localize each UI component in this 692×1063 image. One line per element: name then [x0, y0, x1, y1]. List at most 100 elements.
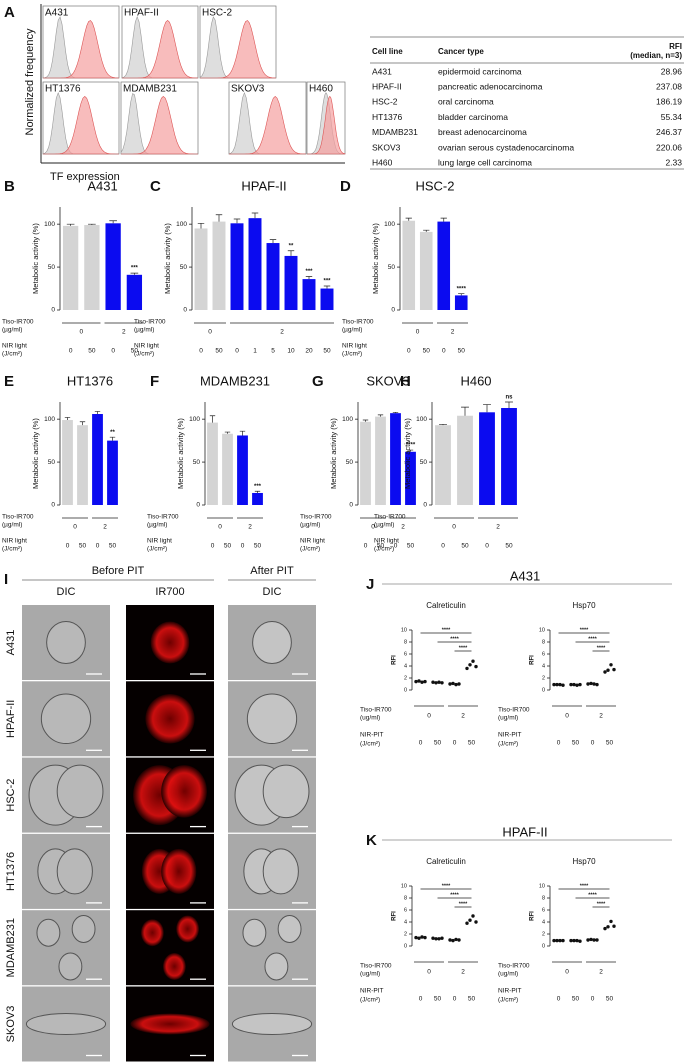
table-header: (median, n=3)	[630, 51, 682, 60]
category-label: 50	[131, 348, 139, 355]
error-bar	[269, 239, 277, 244]
dot	[440, 936, 444, 940]
y-tick-label: 4	[404, 919, 407, 925]
category-label: 50	[323, 348, 331, 355]
row-label: Tiso-IR700	[498, 963, 530, 970]
chart-title: A431	[87, 178, 117, 193]
error-bar	[197, 222, 205, 229]
cell	[242, 918, 267, 947]
table-cell: epidermoid carcinoma	[438, 66, 522, 76]
dot	[578, 939, 582, 943]
y-axis-label: Metabolic activity (%)	[163, 223, 172, 294]
group-label: 0	[218, 524, 222, 531]
chart-title: HSC-2	[415, 178, 454, 193]
category-label: 0	[591, 996, 595, 1003]
significance-label: ****	[442, 627, 451, 633]
dot	[454, 937, 458, 942]
histogram-label: SKOV3	[231, 84, 265, 95]
cell	[40, 693, 92, 745]
y-tick-label: 2	[404, 931, 407, 937]
row-label: Tiso-IR700	[147, 514, 179, 521]
row-label: NIR light	[134, 343, 159, 350]
cell	[176, 915, 200, 943]
error-bar	[233, 218, 241, 224]
y-tick-label: 8	[542, 895, 545, 901]
cell	[246, 693, 298, 745]
category-label: 0	[557, 740, 561, 747]
table-header: Cancer type	[438, 47, 484, 56]
panel-letter: B	[4, 178, 15, 195]
bar	[375, 416, 386, 505]
dot	[457, 938, 461, 942]
dot	[603, 670, 607, 674]
error-bar	[239, 430, 246, 436]
cell	[262, 764, 310, 819]
bar	[437, 221, 451, 310]
dot	[457, 682, 461, 686]
error-bar	[377, 414, 384, 417]
category-label: 0	[394, 543, 398, 550]
dot	[471, 659, 475, 663]
significance-label: ****	[580, 883, 589, 889]
y-tick-label: 10	[401, 883, 407, 889]
row-label: Tiso-IR700	[360, 707, 392, 714]
histogram-label: MDAMB231	[123, 84, 177, 95]
y-tick-label: 0	[183, 307, 187, 314]
category-label: 0	[441, 543, 445, 550]
bar	[454, 295, 468, 310]
group-label: 0	[79, 329, 83, 336]
y-axis-label: Metabolic activity (%)	[329, 418, 338, 489]
bar	[405, 451, 416, 505]
y-axis-label: RFI	[392, 655, 398, 665]
chart-title: H460	[460, 373, 491, 388]
cell	[130, 1013, 210, 1035]
panel-letter: D	[340, 178, 351, 195]
dot	[592, 938, 596, 942]
category-label: 0	[591, 740, 595, 747]
dot	[451, 938, 455, 943]
cell	[140, 919, 164, 947]
dot	[417, 679, 421, 683]
y-tick-label: 50	[346, 459, 354, 466]
dot	[552, 682, 556, 687]
chart-title: HPAF-II	[241, 178, 286, 193]
y-tick-label: 50	[193, 459, 201, 466]
row-label: (µg/ml)	[2, 522, 22, 529]
error-bar	[362, 419, 369, 422]
error-bar	[130, 272, 139, 275]
category-label: 0	[69, 348, 73, 355]
bar	[435, 425, 451, 505]
y-axis-label: Normalized frequency	[24, 28, 36, 135]
row-label: Tiso-IR700	[2, 514, 34, 521]
dot	[609, 919, 613, 924]
significance-label: ****	[450, 636, 459, 642]
dot	[609, 663, 613, 667]
y-tick-label: 6	[404, 651, 407, 657]
cell	[277, 914, 302, 943]
dot	[451, 681, 455, 686]
subchart-title: Calreticulin	[426, 601, 466, 610]
error-bar	[79, 421, 86, 426]
row-label: (µg/ml)	[342, 327, 362, 334]
subchart-title: Hsp70	[572, 601, 596, 610]
error-bar	[109, 220, 117, 224]
y-tick-label: 8	[404, 639, 407, 645]
y-axis-label: RFI	[530, 655, 536, 665]
dot	[561, 938, 565, 943]
group-label: 2	[461, 969, 465, 976]
column-header: DIC	[263, 586, 282, 598]
significance-label: ***	[305, 269, 313, 275]
category-label: 50	[434, 740, 442, 747]
error-bar	[483, 404, 491, 413]
category-label: 50	[572, 740, 580, 747]
dot	[448, 682, 452, 686]
dot	[434, 681, 438, 685]
error-bar	[88, 223, 96, 226]
panel-letter: F	[150, 373, 159, 390]
column-header: IR700	[155, 586, 184, 598]
row-label: Tiso-IR700	[300, 514, 332, 521]
panel-letter: C	[150, 178, 161, 195]
dot	[592, 682, 596, 686]
y-tick-label: 2	[542, 931, 545, 937]
